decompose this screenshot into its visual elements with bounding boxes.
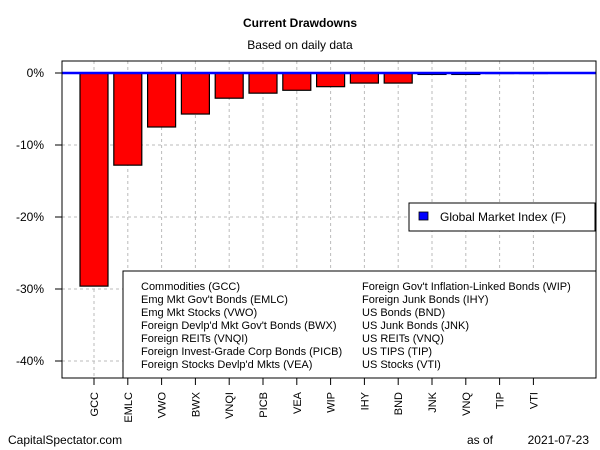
x-tick-label: VEA <box>292 391 304 414</box>
footer-source: CapitalSpectator.com <box>8 433 122 447</box>
bar-vwo <box>147 72 177 128</box>
annotation-left-item: Foreign Stocks Devlp'd Mkts (VEA) <box>141 359 312 371</box>
bar-emlc <box>113 72 143 166</box>
bar-ihy <box>349 72 379 84</box>
x-tick-label: EMLC <box>123 392 135 423</box>
footer-date: 2021-07-23 <box>528 433 590 447</box>
annotation-left-item: Commodities (GCC) <box>141 281 240 293</box>
chart-title: Current Drawdowns <box>243 16 357 30</box>
footer-as-of-label: as of <box>467 433 494 447</box>
x-tick-label: VNQI <box>224 392 236 419</box>
annotation-box <box>122 270 597 379</box>
bar-picb <box>248 72 278 94</box>
legend-swatch <box>418 211 429 221</box>
annotation-left-item: Foreign REITs (VNQI) <box>141 333 248 345</box>
annotation-left-item: Foreign Invest-Grade Corp Bonds (PICB) <box>141 346 342 358</box>
bar-vea <box>282 72 312 91</box>
x-tick-label: BND <box>393 392 405 415</box>
x-tick-label: VTI <box>528 392 540 409</box>
x-tick-label: GCC <box>89 392 101 417</box>
y-tick-label: -10% <box>16 138 44 152</box>
legend-label: Global Market Index (F) <box>440 210 566 224</box>
x-tick-label: TIP <box>495 392 507 409</box>
annotation-left-item: Emg Mkt Stocks (VWO) <box>141 307 257 319</box>
annotation-right-item: US REITs (VNQ) <box>362 333 444 345</box>
bar-bwx <box>180 72 210 115</box>
annotation-left-item: Foreign Devlp'd Mkt Gov't Bonds (BWX) <box>141 320 337 332</box>
annotation-right-item: US TIPS (TIP) <box>362 346 432 358</box>
bar-wip <box>316 72 346 88</box>
y-axis: 0% -10% -20% -30% -40% <box>16 66 62 368</box>
bar-bnd <box>383 72 413 84</box>
bar-gcc <box>79 72 109 287</box>
bars <box>79 72 549 287</box>
x-tick-label: PICB <box>258 392 270 418</box>
ticker-annotation: Commodities (GCC)Emg Mkt Gov't Bonds (EM… <box>122 270 597 379</box>
annotation-left-item: Emg Mkt Gov't Bonds (EMLC) <box>141 294 288 306</box>
annotation-right-item: US Stocks (VTI) <box>362 359 441 371</box>
x-tick-label: IHY <box>359 391 371 410</box>
x-tick-label: BWX <box>190 391 202 417</box>
bar-vnqi <box>214 72 244 99</box>
x-tick-label: WIP <box>326 392 338 413</box>
x-tick-label: VWO <box>157 392 169 419</box>
annotation-right-item: Foreign Gov't Inflation-Linked Bonds (WI… <box>362 281 571 293</box>
y-tick-label: 0% <box>27 66 45 80</box>
legend: Global Market Index (F) <box>408 202 596 232</box>
chart-subtitle: Based on daily data <box>247 38 353 52</box>
x-tick-label: VNQ <box>461 392 473 416</box>
annotation-right-item: US Bonds (BND) <box>362 307 445 319</box>
y-tick-label: -20% <box>16 210 44 224</box>
y-tick-label: -30% <box>16 282 44 296</box>
x-tick-label: JNK <box>427 391 439 412</box>
x-axis: GCC EMLC VWO BWX VNQI PICB VEA WIP IHY BND JNK VNQ T… <box>89 378 540 423</box>
y-tick-label: -40% <box>16 354 44 368</box>
legend-box <box>408 202 596 232</box>
annotation-right-item: US Junk Bonds (JNK) <box>362 320 469 332</box>
annotation-right-item: Foreign Junk Bonds (IHY) <box>362 294 489 306</box>
